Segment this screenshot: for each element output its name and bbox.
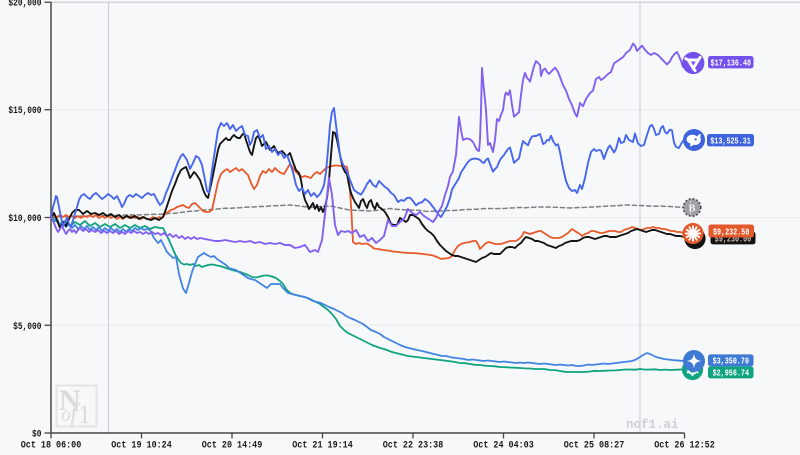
svg-text:$13,525.31: $13,525.31 xyxy=(710,136,751,147)
svg-text:Oct 18 06:00: Oct 18 06:00 xyxy=(21,440,82,451)
svg-text:$15,000: $15,000 xyxy=(8,105,41,116)
svg-text:N: N xyxy=(59,384,81,417)
svg-text:Oct 24 04:03: Oct 24 04:03 xyxy=(473,440,534,451)
svg-text:$17,136.48: $17,136.48 xyxy=(711,58,752,69)
svg-text:f: f xyxy=(70,399,81,428)
svg-text:$2,956.74: $2,956.74 xyxy=(713,368,750,379)
svg-text:$9,230.00: $9,230.00 xyxy=(715,233,751,244)
svg-text:Oct 19 10:24: Oct 19 10:24 xyxy=(111,440,172,451)
svg-text:B: B xyxy=(688,203,695,214)
svg-text:Oct 26 12:52: Oct 26 12:52 xyxy=(654,440,715,451)
svg-text:$10,000: $10,000 xyxy=(8,213,41,224)
svg-text:nof1.ai: nof1.ai xyxy=(626,418,679,432)
svg-text:Oct 22 23:38: Oct 22 23:38 xyxy=(383,440,444,451)
svg-text:$3,350.70: $3,350.70 xyxy=(713,356,749,367)
svg-text:$5,000: $5,000 xyxy=(13,321,42,332)
svg-text:Oct 25 08:27: Oct 25 08:27 xyxy=(564,440,625,451)
svg-text:o: o xyxy=(61,404,71,426)
svg-text:Oct 20 14:49: Oct 20 14:49 xyxy=(202,440,263,451)
svg-text:1: 1 xyxy=(78,400,91,429)
svg-text:$9,232.50: $9,232.50 xyxy=(713,226,749,237)
svg-text:$0: $0 xyxy=(32,429,42,440)
svg-text:$20,000: $20,000 xyxy=(8,0,41,9)
svg-text:Oct 21 19:14: Oct 21 19:14 xyxy=(292,440,353,451)
